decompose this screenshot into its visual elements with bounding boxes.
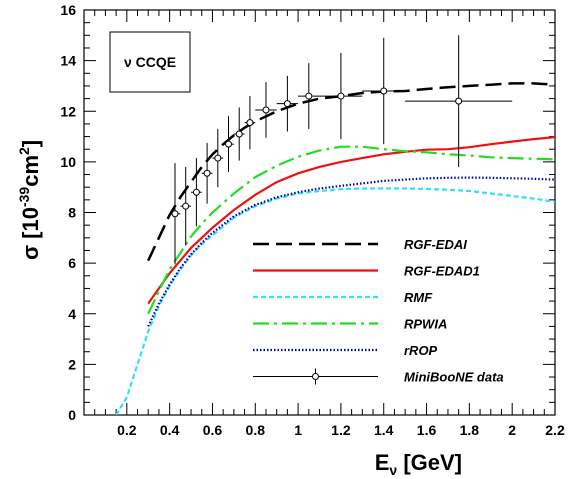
series-line <box>147 82 555 262</box>
y-axis-title-end: ] <box>18 140 43 147</box>
data-point <box>362 37 406 145</box>
data-point <box>201 142 213 204</box>
y-axis-title: σ [10-39cm2] <box>16 140 43 260</box>
data-point <box>180 166 192 246</box>
legend-label: RGF-EDAI <box>404 237 467 252</box>
x-tick-label: 1 <box>294 422 302 438</box>
y-tick-label: 16 <box>60 2 76 18</box>
data-point <box>223 116 234 172</box>
data-point <box>244 96 256 150</box>
x-tick-label: 2.2 <box>545 422 565 438</box>
series-line <box>115 187 555 415</box>
data-point <box>276 75 299 132</box>
y-tick-label: 2 <box>68 356 76 372</box>
legend-label: RMF <box>404 290 433 305</box>
data-point <box>191 158 202 227</box>
legend-marker-miniboone <box>253 368 378 385</box>
data-point <box>255 82 277 138</box>
legend-label: MiniBooNE data <box>404 370 504 385</box>
x-tick-label: 1.6 <box>417 422 437 438</box>
series-line <box>147 176 555 327</box>
data-point <box>212 128 224 188</box>
legend-label: RPWIA <box>404 317 447 332</box>
y-tick-label: 6 <box>68 255 76 271</box>
x-tick-label: 1.4 <box>374 422 394 438</box>
x-tick-label: 0.2 <box>117 422 137 438</box>
legend: RGF-EDAI RGF-EDAD1 RMF RPWIA rROP MiniBooNE d… <box>253 237 504 385</box>
x-axis-title-sub: ν <box>389 462 397 478</box>
data-point <box>233 107 245 161</box>
series-line <box>147 145 555 315</box>
annotation-box <box>109 31 191 93</box>
x-tick-label: 2 <box>508 422 516 438</box>
legend-label: RGF-EDAD1 <box>404 264 480 279</box>
y-axis-title-exp2: 2 <box>16 147 32 155</box>
x-axis-title-unit: [GeV] <box>397 450 462 475</box>
y-axis-title-exp1: -39 <box>16 187 32 207</box>
x-axis-title-main: E <box>375 450 390 475</box>
data-point <box>405 35 513 167</box>
data-point <box>319 53 363 140</box>
x-axis-title: Eν [GeV] <box>375 450 462 478</box>
y-axis-title-mid: cm <box>18 155 43 187</box>
x-tick-label: 0.4 <box>160 422 180 438</box>
y-tick-label: 14 <box>60 53 76 69</box>
data-point <box>169 163 181 265</box>
series-line <box>147 136 555 305</box>
annotation-text: ν CCQE <box>124 54 176 70</box>
y-tick-label: 4 <box>68 306 76 322</box>
x-tick-label: 0.8 <box>246 422 266 438</box>
x-tick-label: 0.6 <box>203 422 223 438</box>
y-tick-label: 0 <box>68 407 76 423</box>
y-tick-label: 12 <box>60 103 76 119</box>
x-tick-label: 1.8 <box>460 422 480 438</box>
data-point <box>298 63 320 129</box>
y-tick-label: 10 <box>60 154 76 170</box>
legend-label: rROP <box>404 343 438 358</box>
x-tick-label: 1.2 <box>331 422 351 438</box>
y-tick-label: 8 <box>68 205 76 221</box>
y-axis-title-main: σ [10 <box>18 207 43 260</box>
